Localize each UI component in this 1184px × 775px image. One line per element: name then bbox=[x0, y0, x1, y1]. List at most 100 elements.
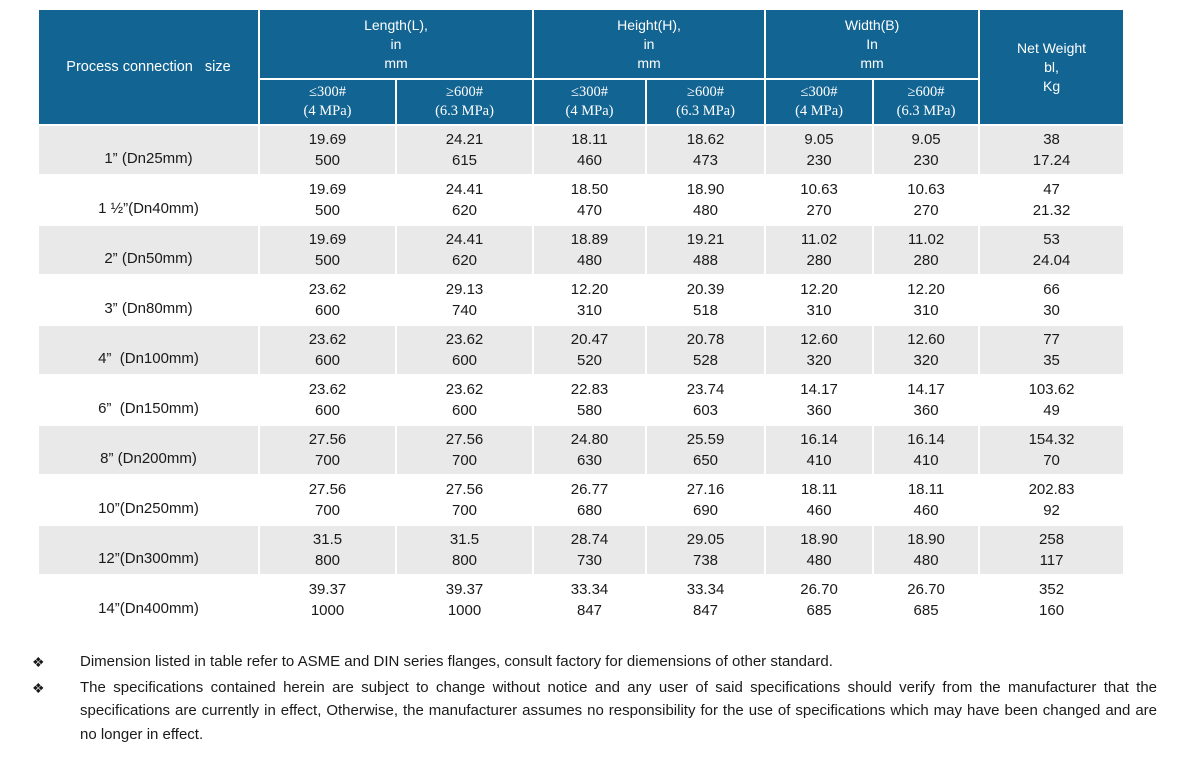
value-cell: 10.63 270 bbox=[872, 174, 981, 226]
pressure-value-label: (6.3 MPa) bbox=[896, 103, 956, 119]
length-header-line: Length(L), bbox=[364, 16, 428, 33]
footnotes: ❖ Dimension listed in table refer to ASM… bbox=[32, 650, 1157, 746]
diamond-bullet-icon: ❖ bbox=[32, 654, 45, 670]
row-size-label: 4” (Dn100mm) bbox=[37, 324, 260, 376]
spec-sheet-page: Process connection size Length(L), in mm… bbox=[32, 8, 1157, 746]
table-row: 2” (Dn50mm) 19.69 500 24.41 620 18.89 480 19.21… bbox=[37, 224, 1126, 276]
value-cell: 202.83 92 bbox=[978, 474, 1126, 526]
value-cell: 26.70 685 bbox=[764, 574, 875, 626]
length-header-line: in bbox=[390, 35, 402, 52]
value-cell: 33.34 847 bbox=[532, 574, 648, 626]
height-low-pressure-header: ≤300# (4 MPa) bbox=[532, 78, 648, 126]
pressure-class-label: ≥600# bbox=[907, 84, 945, 100]
length-high-pressure-header: ≥600# (6.3 MPa) bbox=[394, 78, 535, 126]
value-cell: 28.74 730 bbox=[532, 524, 648, 576]
row-size-label: 1 ½”(Dn40mm) bbox=[37, 174, 260, 226]
value-cell: 31.5 800 bbox=[258, 524, 397, 576]
table-body: 1” (Dn25mm) 19.69 500 24.21 615 18.11 460 18.62… bbox=[37, 124, 1126, 626]
value-cell: 23.62 600 bbox=[258, 374, 397, 426]
value-cell: 53 24.04 bbox=[978, 224, 1126, 276]
value-cell: 352 160 bbox=[978, 574, 1126, 626]
value-cell: 23.62 600 bbox=[258, 274, 397, 326]
value-cell: 18.90 480 bbox=[872, 524, 981, 576]
width-high-pressure-header: ≥600# (6.3 MPa) bbox=[872, 78, 981, 126]
value-cell: 24.80 630 bbox=[532, 424, 648, 476]
value-cell: 9.05 230 bbox=[764, 124, 875, 176]
table-row: 14”(Dn400mm) 39.37 1000 39.37 1000 33.34 847 33… bbox=[37, 574, 1126, 626]
value-cell: 77 35 bbox=[978, 324, 1126, 376]
value-cell: 11.02 280 bbox=[872, 224, 981, 276]
value-cell: 16.14 410 bbox=[872, 424, 981, 476]
value-cell: 27.56 700 bbox=[394, 474, 535, 526]
width-header-line: mm bbox=[860, 54, 884, 71]
value-cell: 12.60 320 bbox=[872, 324, 981, 376]
row-size-label: 10”(Dn250mm) bbox=[37, 474, 260, 526]
height-header-line: Height(H), bbox=[617, 16, 681, 33]
width-header-line: In bbox=[866, 35, 878, 52]
pressure-value-label: (4 MPa) bbox=[303, 103, 352, 119]
value-cell: 66 30 bbox=[978, 274, 1126, 326]
width-low-pressure-header: ≤300# (4 MPa) bbox=[764, 78, 875, 126]
row-size-label: 12”(Dn300mm) bbox=[37, 524, 260, 576]
pressure-value-label: (6.3 MPa) bbox=[435, 103, 494, 119]
value-cell: 18.89 480 bbox=[532, 224, 648, 276]
table-row: 1 ½”(Dn40mm) 19.69 500 24.41 620 18.50 470 18.9… bbox=[37, 174, 1126, 226]
value-cell: 27.56 700 bbox=[258, 474, 397, 526]
value-cell: 18.11 460 bbox=[532, 124, 648, 176]
value-cell: 19.69 500 bbox=[258, 174, 397, 226]
footnote-2: ❖ The specifications contained herein ar… bbox=[32, 676, 1157, 747]
value-cell: 23.74 603 bbox=[645, 374, 767, 426]
height-header-line: mm bbox=[637, 54, 661, 71]
process-connection-size-header: Process connection size bbox=[37, 8, 260, 126]
length-header-line: mm bbox=[384, 54, 408, 71]
diamond-bullet-icon: ❖ bbox=[32, 679, 45, 696]
value-cell: 31.5 800 bbox=[394, 524, 535, 576]
value-cell: 24.41 620 bbox=[394, 224, 535, 276]
footnote-text: The specifications contained herein are … bbox=[80, 678, 1157, 743]
value-cell: 38 17.24 bbox=[978, 124, 1126, 176]
height-group-header: Height(H), in mm bbox=[532, 8, 767, 80]
net-weight-header-line: Kg bbox=[1042, 77, 1061, 94]
value-cell: 33.34 847 bbox=[645, 574, 767, 626]
pressure-class-label: ≤300# bbox=[309, 84, 346, 100]
flange-dimensions-table: Process connection size Length(L), in mm… bbox=[37, 8, 1126, 626]
width-group-header: Width(B) In mm bbox=[764, 8, 981, 80]
table-row: 3” (Dn80mm) 23.62 600 29.13 740 12.20 310 20.39… bbox=[37, 274, 1126, 326]
length-low-pressure-header: ≤300# (4 MPa) bbox=[258, 78, 397, 126]
value-cell: 20.78 528 bbox=[645, 324, 767, 376]
value-cell: 19.21 488 bbox=[645, 224, 767, 276]
footnote-text: Dimension listed in table refer to ASME … bbox=[80, 653, 833, 670]
value-cell: 29.13 740 bbox=[394, 274, 535, 326]
length-group-header: Length(L), in mm bbox=[257, 8, 535, 80]
pressure-class-label: ≥600# bbox=[446, 84, 483, 100]
value-cell: 20.47 520 bbox=[532, 324, 648, 376]
value-cell: 39.37 1000 bbox=[258, 574, 397, 626]
pressure-value-label: (4 MPa) bbox=[565, 103, 614, 119]
row-size-label: 3” (Dn80mm) bbox=[37, 274, 260, 326]
row-size-label: 8” (Dn200mm) bbox=[37, 424, 260, 476]
value-cell: 26.77 680 bbox=[532, 474, 648, 526]
value-cell: 27.56 700 bbox=[394, 424, 535, 476]
value-cell: 23.62 600 bbox=[394, 374, 535, 426]
footnote-1: ❖ Dimension listed in table refer to ASM… bbox=[32, 650, 1157, 675]
value-cell: 258 117 bbox=[978, 524, 1126, 576]
value-cell: 103.62 49 bbox=[978, 374, 1126, 426]
table-header: Process connection size Length(L), in mm… bbox=[37, 8, 1126, 126]
row-size-label: 6” (Dn150mm) bbox=[37, 374, 260, 426]
height-header-line: in bbox=[643, 35, 655, 52]
value-cell: 10.63 270 bbox=[764, 174, 875, 226]
value-cell: 12.20 310 bbox=[872, 274, 981, 326]
value-cell: 12.20 310 bbox=[764, 274, 875, 326]
width-header-line: Width(B) bbox=[844, 16, 900, 33]
value-cell: 39.37 1000 bbox=[394, 574, 535, 626]
value-cell: 23.62 600 bbox=[394, 324, 535, 376]
table-row: 8” (Dn200mm) 27.56 700 27.56 700 24.80 630 25.5… bbox=[37, 424, 1126, 476]
height-high-pressure-header: ≥600# (6.3 MPa) bbox=[645, 78, 767, 126]
net-weight-header: Net Weight bl, Kg bbox=[978, 8, 1126, 126]
value-cell: 23.62 600 bbox=[258, 324, 397, 376]
value-cell: 24.21 615 bbox=[394, 124, 535, 176]
table-row: 1” (Dn25mm) 19.69 500 24.21 615 18.11 460 18.62… bbox=[37, 124, 1126, 176]
net-weight-header-line: Net Weight bbox=[1017, 39, 1087, 56]
row-size-label: 2” (Dn50mm) bbox=[37, 224, 260, 276]
table-row: 4” (Dn100mm) 23.62 600 23.62 600 20.47 520 20.7… bbox=[37, 324, 1126, 376]
